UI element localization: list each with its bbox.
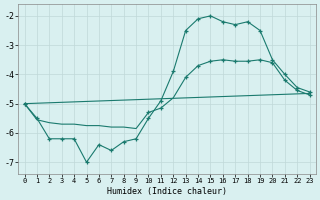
X-axis label: Humidex (Indice chaleur): Humidex (Indice chaleur) <box>107 187 227 196</box>
